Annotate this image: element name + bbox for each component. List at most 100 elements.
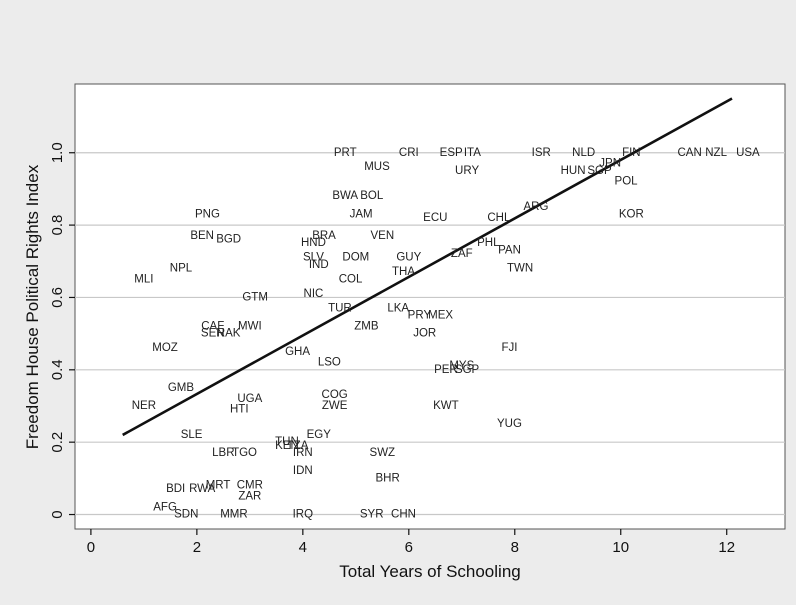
point-label-ner: NER [132,400,156,412]
point-label-zaf: ZAF [451,248,473,260]
x-tick-label: 0 [87,539,95,556]
y-tick-label: 1.0 [49,142,66,163]
point-label-hnd: HND [301,237,326,249]
point-label-zar: ZAR [238,490,261,502]
point-label-afg: AFG [153,501,177,513]
fit-line-group [122,97,733,437]
point-label-ven: VEN [370,230,394,242]
point-label-bdi: BDI [166,483,185,495]
point-label-irq: IRQ [293,509,314,521]
point-label-usa: USA [736,147,760,159]
x-axis-title: Total Years of Schooling [339,562,520,581]
point-label-ken: KEN [275,440,299,452]
point-label-yug: YUG [497,418,522,430]
x-tick-label: 4 [299,539,307,556]
point-label-mli: MLI [134,273,153,285]
point-label-esp: ESP [440,147,463,159]
x-tick-label: 10 [612,539,629,556]
point-label-isr: ISR [532,147,551,159]
point-label-lka: LKA [387,302,409,314]
plot-area [74,83,786,530]
point-label-can: CAN [677,147,701,159]
point-label-sen: SEN [201,328,225,340]
x-tick-label: 12 [718,539,735,556]
y-tick-label: 0.2 [49,432,66,453]
point-label-egy: EGY [307,429,332,441]
point-label-bra: BRA [312,230,336,242]
point-label-pan: PAN [498,244,521,256]
point-label-tun: TUN [275,436,299,448]
point-label-irn: IRN [293,447,313,459]
point-label-per: PER [434,364,458,376]
point-label-tgo: TGO [232,447,257,459]
point-label-ury: URY [455,165,479,177]
point-label-hun: HUN [561,165,586,177]
point-label-fji: FJI [501,342,517,354]
point-label-gha: GHA [285,346,310,358]
y-tick-label: 0.4 [49,359,66,380]
point-label-nld: NLD [572,147,595,159]
point-label-uga: UGA [237,393,262,405]
point-label-rak: RAK [217,328,241,340]
point-label-tur: TUR [328,302,352,314]
point-label-bwa: BWA [332,190,358,202]
point-label-ind: IND [309,259,329,271]
point-label-jor: JOR [413,328,436,340]
point-label-tha: THA [392,266,415,278]
point-label-gmb: GMB [168,382,195,394]
point-label-sgp: SGP [455,364,480,376]
point-label-arg: ARG [524,201,549,213]
point-label-kor: KOR [619,208,644,220]
y-axis-title: Freedom House Political Rights Index [23,164,42,449]
point-label-mys: MYS [449,360,474,372]
point-label-pry: PRY [408,310,432,322]
point-label-mex: MEX [428,310,453,322]
point-label-ecu: ECU [423,212,447,224]
point-label-sgp: SGP [587,165,612,177]
point-label-tza: TZA [287,440,309,452]
point-label-jpn: JPN [599,158,621,170]
point-label-swz: SWZ [370,447,396,459]
x-tick-label: 6 [405,539,413,556]
point-label-rwa: RWA [189,483,216,495]
point-label-idn: IDN [293,465,313,477]
point-label-syr: SYR [360,509,384,521]
x-tick-label: 8 [511,539,519,556]
y-tick-label: 0.6 [49,287,66,308]
point-label-kwt: KWT [433,400,459,412]
point-label-caf: CAF [201,320,224,332]
point-label-bhr: BHR [375,472,399,484]
point-label-pol: POL [615,176,639,188]
point-label-nic: NIC [304,288,324,300]
point-label-cri: CRI [399,147,419,159]
point-label-bol: BOL [360,190,384,202]
point-label-nzl: NZL [705,147,727,159]
point-label-dom: DOM [342,252,369,264]
y-tick-label: 0 [49,510,66,518]
point-label-sle: SLE [181,429,203,441]
x-tick-label: 2 [193,539,201,556]
point-label-mmr: MMR [220,509,247,521]
point-label-ita: ITA [464,147,481,159]
point-label-cog: COG [322,389,348,401]
point-label-col: COL [339,273,363,285]
point-label-prt: PRT [334,147,357,159]
point-label-zmb: ZMB [354,320,379,332]
point-label-jam: JAM [350,208,373,220]
point-label-phl: PHL [477,237,500,249]
point-label-guy: GUY [396,252,421,264]
y-tick-label: 0.8 [49,215,66,236]
fit-line [122,97,733,437]
point-label-mus: MUS [364,161,390,173]
point-label-lbr: LBR [212,447,234,459]
point-label-slv: SLV [303,252,324,264]
point-label-png: PNG [195,208,220,220]
axes: 0 0.2 0.4 0.6 0.8 1.0 0 2 4 6 8 10 12 [49,142,735,556]
point-label-npl: NPL [170,263,193,275]
point-label-chl: CHL [487,212,511,224]
point-label-hti: HTI [230,404,249,416]
point-label-sdn: SDN [174,509,198,521]
